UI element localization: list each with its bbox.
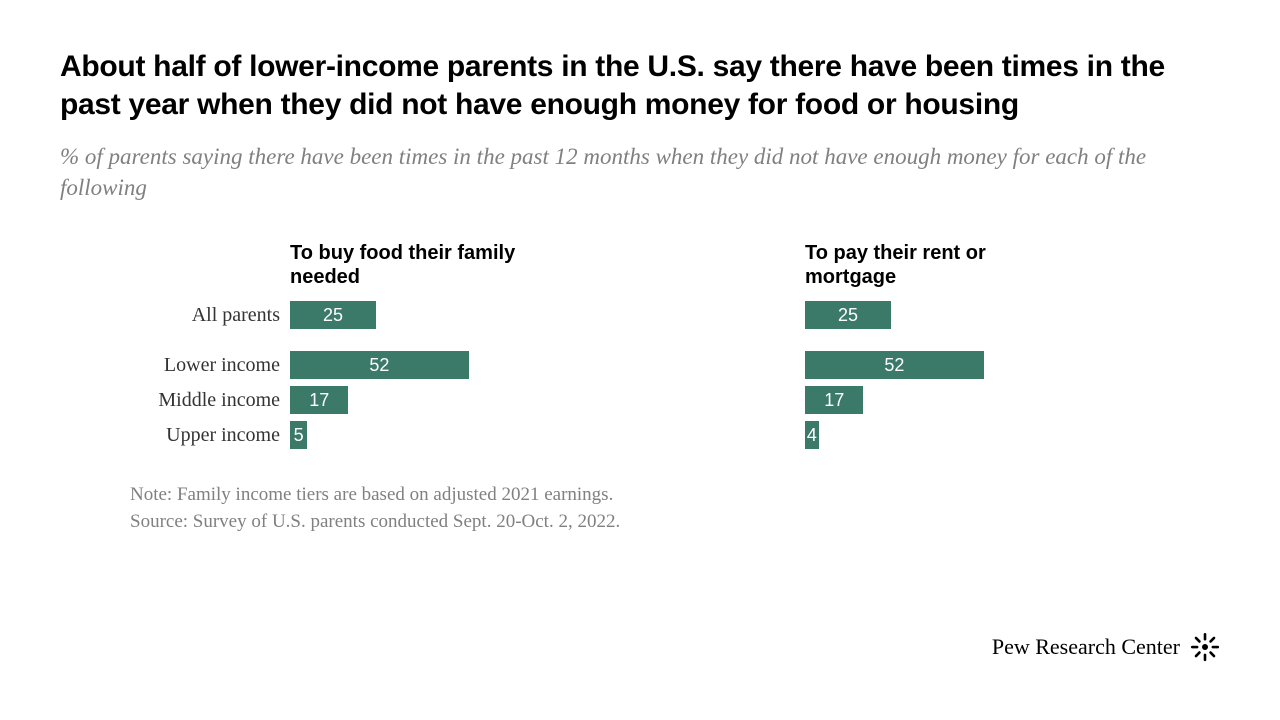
row-label: All parents xyxy=(130,304,290,327)
attribution-text: Pew Research Center xyxy=(992,634,1180,660)
chart-panel-food: To buy food their family needed All pare… xyxy=(130,241,565,454)
bar-wrap: 17 xyxy=(290,386,565,414)
bar-wrap: 4 xyxy=(805,421,1080,449)
bar-wrap: 52 xyxy=(290,351,565,379)
bar-value: 25 xyxy=(323,305,343,326)
bar-row: All parents 25 xyxy=(645,299,1080,331)
source-line: Source: Survey of U.S. parents conducted… xyxy=(130,509,1220,536)
bar-value: 17 xyxy=(309,390,329,411)
chart-notes: Note: Family income tiers are based on a… xyxy=(130,482,1220,535)
bar-value: 25 xyxy=(838,305,858,326)
bar: 52 xyxy=(805,351,984,379)
bar: 17 xyxy=(805,386,863,414)
bar-value: 17 xyxy=(824,390,844,411)
bar-wrap: 25 xyxy=(805,301,1080,329)
bar: 52 xyxy=(290,351,469,379)
panel-header: To pay their rent or mortgage xyxy=(805,241,1080,289)
note-line: Note: Family income tiers are based on a… xyxy=(130,482,1220,509)
bar-value: 4 xyxy=(807,425,817,446)
chart-title: About half of lower-income parents in th… xyxy=(60,48,1220,123)
bar: 25 xyxy=(805,301,891,329)
bar: 25 xyxy=(290,301,376,329)
row-label: Middle income xyxy=(130,389,290,412)
pew-logo-icon xyxy=(1190,632,1220,662)
chart-subtitle: % of parents saying there have been time… xyxy=(60,141,1220,203)
bar-value: 5 xyxy=(294,425,304,446)
panel-header: To buy food their family needed xyxy=(290,241,565,289)
bar-row: Upper income 4 xyxy=(645,419,1080,451)
bar: 4 xyxy=(805,421,819,449)
bar-wrap: 5 xyxy=(290,421,565,449)
bar: 17 xyxy=(290,386,348,414)
charts-container: To buy food their family needed All pare… xyxy=(130,241,1220,454)
bar-wrap: 52 xyxy=(805,351,1080,379)
row-label: Upper income xyxy=(130,424,290,447)
bar-row: Lower income 52 xyxy=(130,349,565,381)
bar-row: Upper income 5 xyxy=(130,419,565,451)
bar-wrap: 25 xyxy=(290,301,565,329)
row-label: Lower income xyxy=(130,354,290,377)
bar-wrap: 17 xyxy=(805,386,1080,414)
bar: 5 xyxy=(290,421,307,449)
attribution: Pew Research Center xyxy=(992,632,1220,662)
bar-value: 52 xyxy=(369,355,389,376)
bar-row: All parents 25 xyxy=(130,299,565,331)
bar-value: 52 xyxy=(884,355,904,376)
bar-row: Middle income 17 xyxy=(130,384,565,416)
bar-row: Lower income 52 xyxy=(645,349,1080,381)
chart-panel-rent: To pay their rent or mortgage All parent… xyxy=(645,241,1080,454)
bar-row: Middle income 17 xyxy=(645,384,1080,416)
